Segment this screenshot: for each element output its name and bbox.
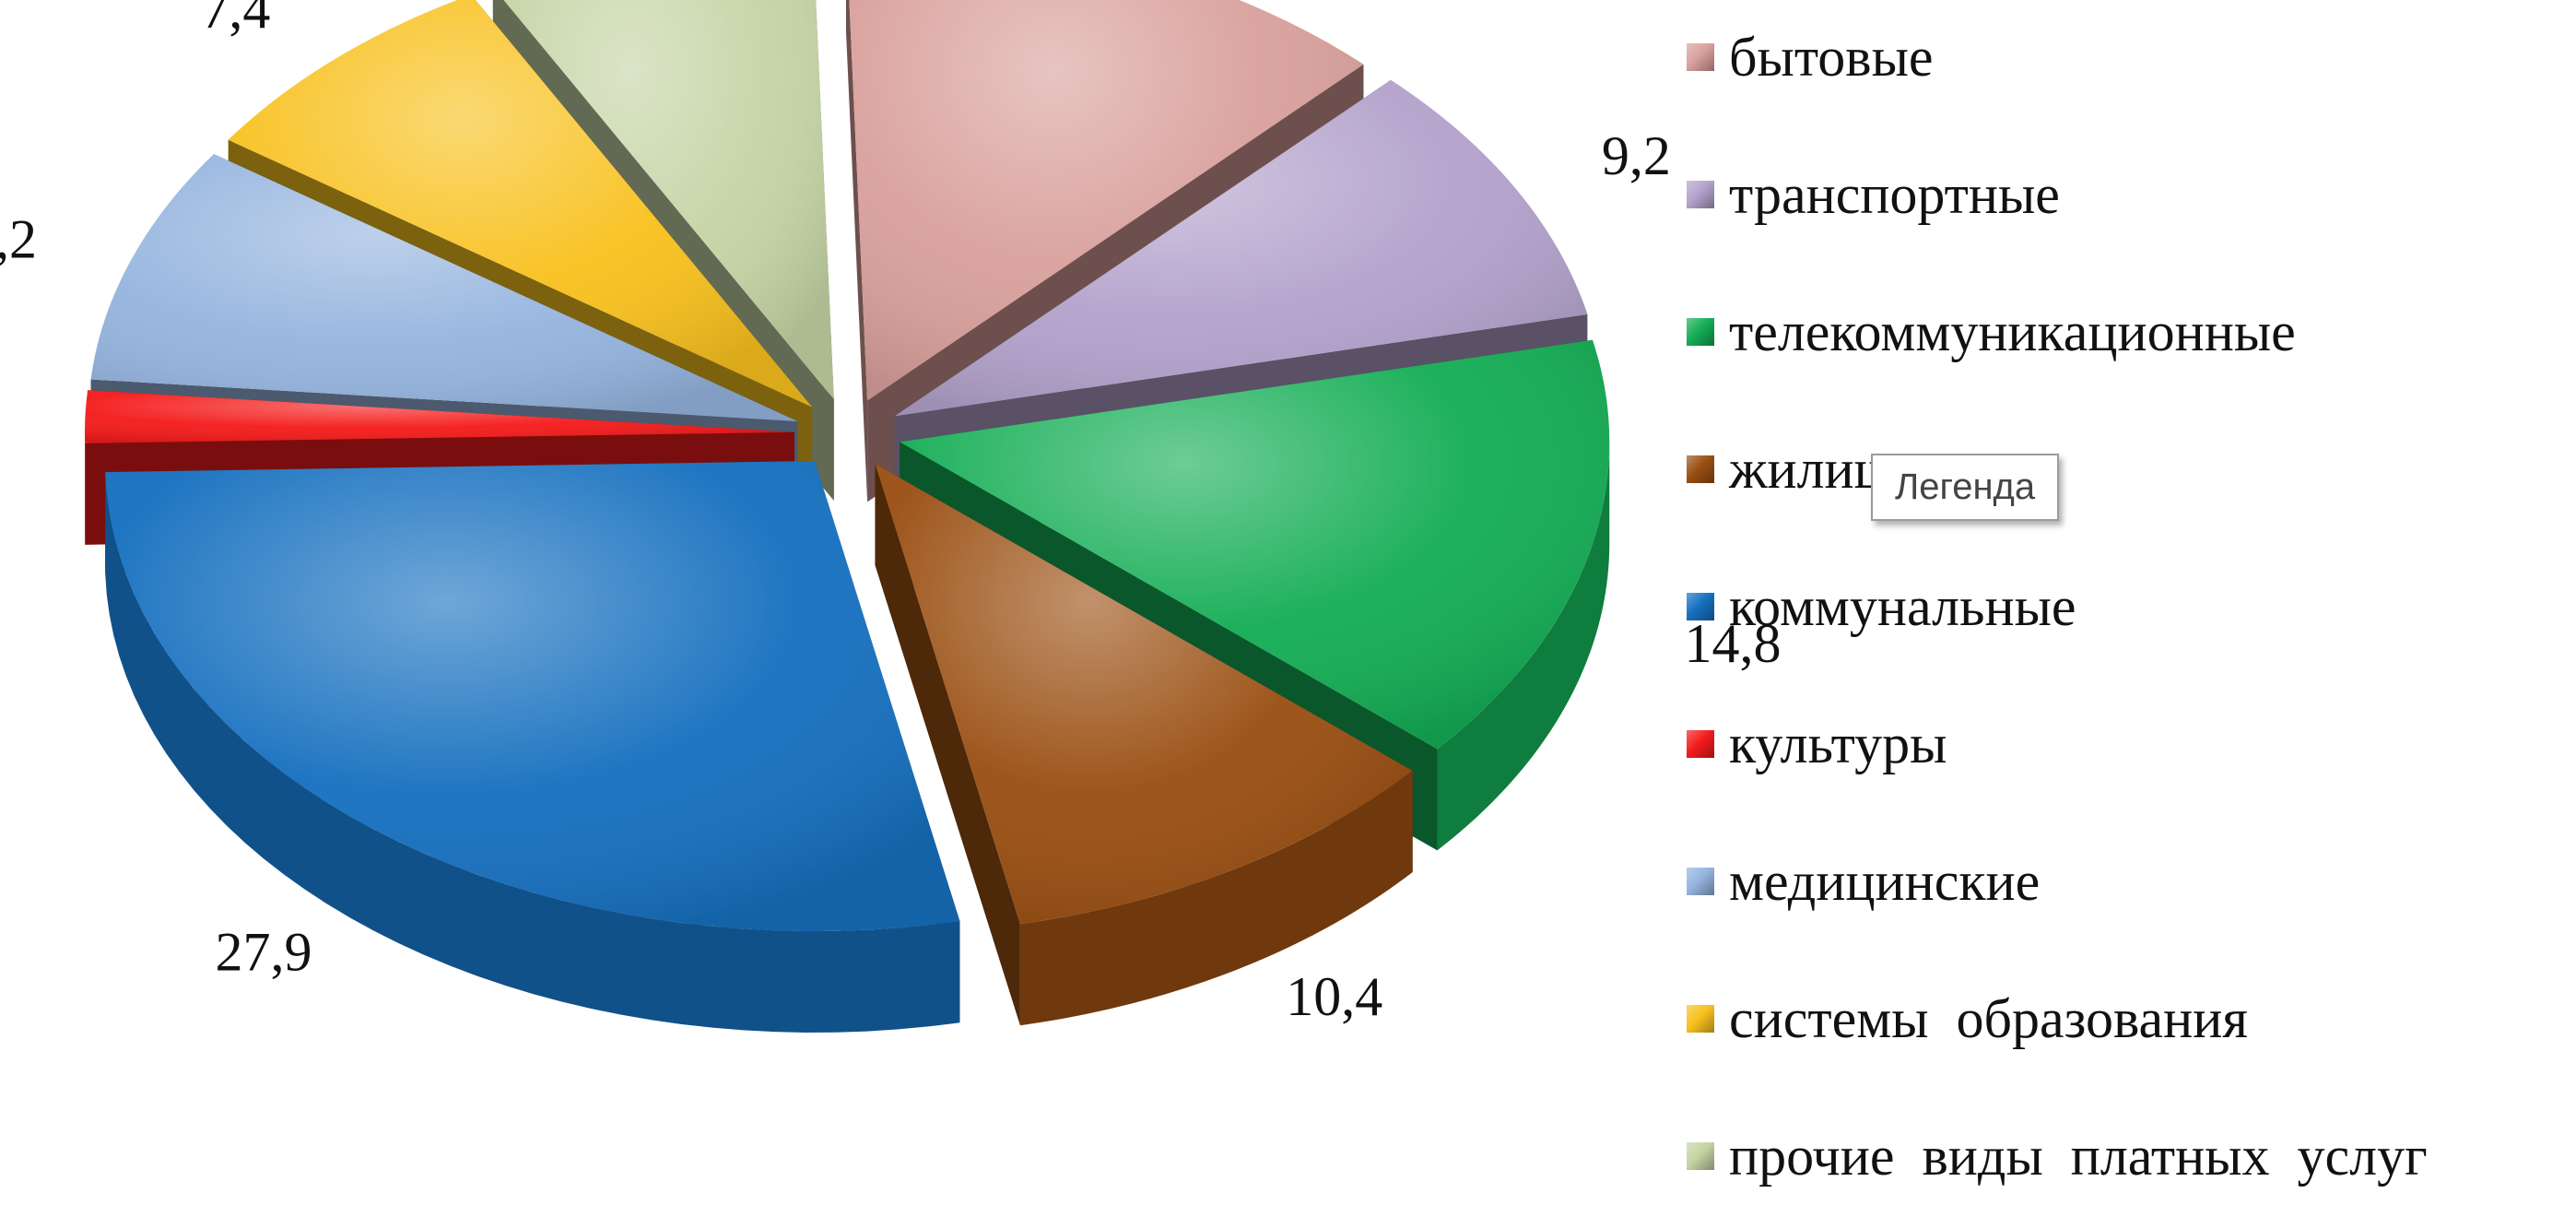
pie-slice-gloss — [894, 79, 1588, 417]
legend-label: культуры — [1729, 714, 1947, 774]
legend-swatch — [1687, 318, 1714, 346]
pie-slice-rim — [105, 472, 960, 1033]
pie-slice-gloss — [85, 390, 795, 443]
data-label: 9,2 — [1602, 125, 1671, 186]
pie-slice — [894, 79, 1588, 518]
legend-label: прочие виды платных услуг — [1729, 1126, 2428, 1187]
pie-slice-gloss — [849, 0, 1364, 401]
legend-item[interactable]: телекоммуникационные — [1687, 295, 2296, 369]
legend-swatch — [1687, 593, 1714, 620]
legend-label: коммунальные — [1729, 576, 2076, 637]
pie-slice-rim — [1019, 770, 1413, 1026]
legend-label: системы образования — [1729, 988, 2248, 1049]
legend-label: медицинские — [1729, 851, 2041, 912]
data-label: 8,2 — [0, 208, 37, 269]
legend-label: бытовые — [1729, 27, 1934, 88]
legend-item[interactable]: системы образования — [1687, 982, 2248, 1056]
pie-slice-side — [845, 0, 868, 502]
legend-item[interactable]: транспортные — [1687, 158, 2060, 231]
legend-item[interactable]: медицинские — [1687, 845, 2040, 918]
legend-swatch — [1687, 455, 1714, 483]
pie-slice-gloss — [875, 463, 1413, 925]
data-label: 14,8 — [1685, 613, 1782, 674]
legend-swatch — [1687, 43, 1714, 71]
legend-swatch — [1687, 181, 1714, 208]
pie-slice — [875, 463, 1413, 1026]
pie-slice-gloss — [503, 0, 834, 400]
legend-item[interactable]: коммунальные — [1687, 570, 2076, 644]
data-label: 7,4 — [201, 0, 270, 40]
pie-slice-gloss — [900, 339, 1610, 750]
pie-slice-gloss — [228, 0, 813, 408]
legend-tooltip: Легенда — [1871, 454, 2060, 521]
pie-slice-rim — [1437, 442, 1610, 851]
data-label: 10,4 — [1286, 966, 1382, 1027]
legend-swatch — [1687, 1142, 1714, 1170]
data-label: 27,9 — [215, 921, 312, 982]
pie-slice — [105, 460, 960, 1033]
legend-swatch — [1687, 1005, 1714, 1033]
legend-item[interactable]: бытовые — [1687, 20, 1934, 94]
legend-swatch — [1687, 730, 1714, 758]
legend-label: транспортные — [1729, 164, 2060, 225]
legend-item[interactable]: прочие виды платных услуг — [1687, 1119, 2428, 1193]
legend-label: телекоммуникационные — [1729, 301, 2296, 362]
pie-slice-gloss — [105, 460, 960, 931]
pie-slice-gloss — [90, 154, 798, 421]
legend-item[interactable]: культуры — [1687, 707, 1947, 781]
legend-swatch — [1687, 868, 1714, 895]
pie-slice-side — [875, 463, 1020, 1026]
